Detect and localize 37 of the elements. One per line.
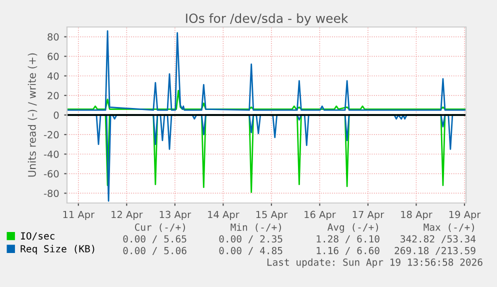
x-tick-label: 13 Apr — [160, 210, 192, 220]
text: 0.00 / 4.85 — [219, 246, 282, 256]
y-tick-label: 40 — [47, 72, 59, 80]
y-tick-label: -20 — [44, 131, 59, 138]
y-tick-label: 60 — [48, 52, 59, 60]
y-axis-title: Units read (-) / write (+) — [28, 53, 38, 177]
y-tick-label: 80 — [48, 33, 59, 41]
text: Last update: Sun Apr 19 13:56:58 2026 — [267, 258, 482, 268]
x-tick-label: 12 Apr — [112, 210, 143, 220]
y-tick-label: 0 — [54, 111, 59, 119]
x-tick-label: 17 Apr — [352, 210, 384, 220]
text: 0.00 / 2.35 — [219, 235, 282, 244]
text: Max (-/+) — [424, 223, 474, 232]
text: 342.82 /53.34 — [400, 235, 476, 244]
text: 1.28 / 6.10 — [316, 235, 380, 244]
text: 1.16 / 6.60 — [316, 246, 380, 256]
line-series — [67, 30, 466, 111]
x-tick-label: 19 Apr — [449, 210, 481, 220]
text: 0.00 / 5.06 — [123, 246, 186, 256]
legend-label: Req Size (KB) — [20, 244, 94, 254]
y-tick-label: -40 — [44, 150, 59, 158]
text: 269.18 /213.59 — [394, 246, 476, 256]
x-tick-label: 11 Apr — [63, 210, 95, 220]
y-tick-label: 20 — [48, 92, 59, 100]
x-tick-label: 16 Apr — [304, 210, 336, 220]
chart-title: IOs for /dev/sda - by week — [186, 13, 348, 26]
legend-label: IO/sec — [21, 232, 54, 240]
text: Cur (-/+) — [134, 223, 185, 232]
text: 0.00 / 5.65 — [123, 235, 186, 244]
y-tick-label: -60 — [44, 170, 59, 178]
x-tick-label: 18 Apr — [401, 210, 432, 220]
text: Min (-/+) — [230, 223, 281, 232]
x-tick-label: 14 Apr — [208, 210, 240, 220]
line-series — [67, 90, 466, 110]
y-tick-label: -80 — [44, 190, 59, 198]
text: Avg (-/+) — [328, 223, 378, 233]
x-tick-label: 15 Apr — [256, 210, 288, 220]
